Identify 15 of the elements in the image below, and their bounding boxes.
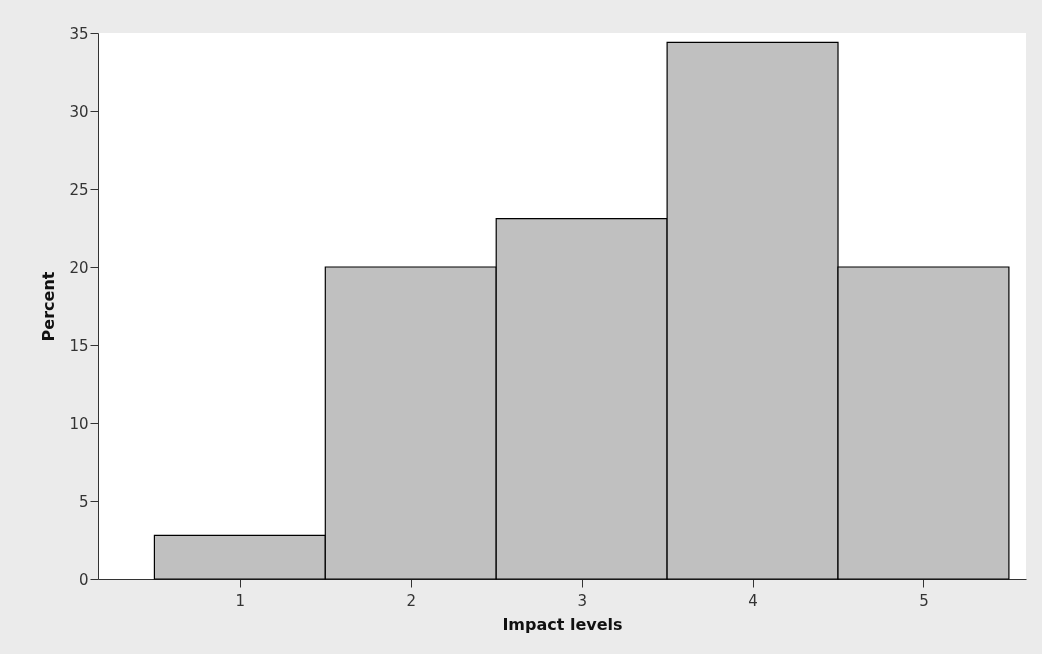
y-tick-label: 30	[69, 102, 89, 121]
x-tick-label: 4	[748, 591, 758, 610]
x-tick-label: 2	[406, 591, 417, 610]
y-tick-label: 10	[69, 414, 89, 433]
y-tick-label: 20	[69, 258, 89, 277]
y-tick-label: 15	[69, 336, 89, 355]
y-tick-label: 0	[78, 570, 89, 589]
x-axis-title: Impact levels	[502, 614, 623, 634]
x-tick-label: 5	[919, 591, 929, 610]
y-axis-title: Percent	[39, 271, 59, 342]
x-tick-label: 1	[235, 591, 246, 610]
y-tick-label: 5	[78, 492, 89, 511]
y-tick-label: 25	[69, 180, 89, 199]
y-tick-label: 35	[69, 24, 89, 43]
x-tick-label: 3	[577, 591, 587, 610]
